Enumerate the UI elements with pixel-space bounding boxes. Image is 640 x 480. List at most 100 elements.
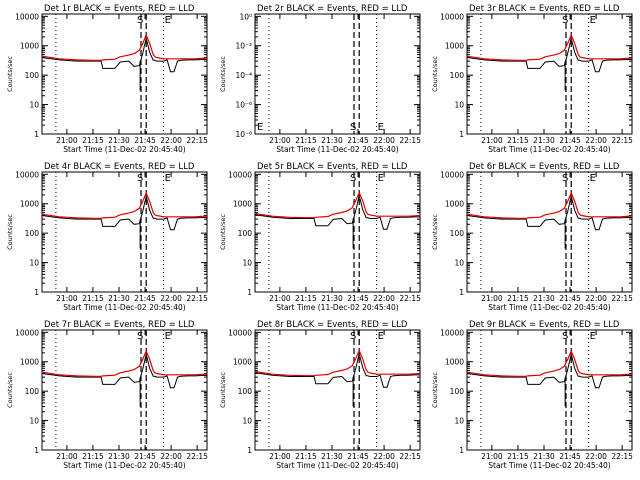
x-tick-label: 22:15 <box>186 136 208 145</box>
flag-start: S <box>562 331 568 342</box>
x-tick-label: 21:45 <box>347 136 369 145</box>
series-lld-line <box>466 349 633 377</box>
x-tick-label: 21:15 <box>507 136 529 145</box>
x-axis-label: Start Time (11-Dec-02 20:45:40) <box>63 461 185 470</box>
y-tick-label: 1000 <box>233 200 252 209</box>
x-tick-label: 22:00 <box>373 136 395 145</box>
plot-frame <box>466 329 633 451</box>
y-tick-label: 10⁻⁴ <box>235 71 252 80</box>
x-axis-label: Start Time (11-Dec-02 20:45:40) <box>276 303 398 312</box>
y-tick-label: 10⁰ <box>239 12 252 21</box>
x-tick-label: 22:00 <box>160 452 182 461</box>
x-tick-label: 21:30 <box>533 136 555 145</box>
x-tick-label: 21:30 <box>533 452 555 461</box>
x-tick-label: 21:00 <box>56 452 78 461</box>
x-tick-label: 21:00 <box>56 294 78 303</box>
x-tick-label: 22:15 <box>186 294 208 303</box>
y-axis-label: Counts/sec <box>219 214 227 250</box>
x-tick-label: 22:15 <box>399 452 421 461</box>
panel-title: Det 7r BLACK = Events, RED = LLD <box>44 320 195 330</box>
x-tick-label: 21:30 <box>108 136 130 145</box>
x-tick-label: 21:30 <box>321 136 343 145</box>
x-tick-label: 21:30 <box>321 294 343 303</box>
plot-frame <box>466 13 633 135</box>
panel-title: Det 1r BLACK = Events, RED = LLD <box>44 4 195 14</box>
series-events-line <box>254 353 420 388</box>
x-tick-label: 22:00 <box>585 452 607 461</box>
y-tick-label: 1 <box>34 446 39 455</box>
flag-end: E <box>590 173 596 184</box>
panel-title: Det 4r BLACK = Events, RED = LLD <box>44 162 195 172</box>
flag-start: S <box>350 173 356 184</box>
x-axis-label: Start Time (11-Dec-02 20:45:40) <box>488 145 610 154</box>
x-tick-label: 22:15 <box>399 136 421 145</box>
y-axis-label: Counts/sec <box>431 214 439 250</box>
panel-det-5: Det 5r BLACK = Events, RED = LLD 21:00 21:… <box>219 162 421 312</box>
x-tick-label: 21:30 <box>108 294 130 303</box>
y-tick-label: 1000 <box>233 358 252 367</box>
y-tick-label: 10⁻⁸ <box>235 130 252 139</box>
panel-det-4: Det 4r BLACK = Events, RED = LLD 21:00 21:… <box>6 162 208 312</box>
x-tick-label: 21:45 <box>134 452 156 461</box>
x-tick-label: 21:15 <box>82 136 104 145</box>
y-axis-label: Counts/sec <box>6 372 14 408</box>
y-tick-label: 100 <box>238 387 253 396</box>
plot-frame <box>41 13 208 135</box>
series-events-line <box>41 354 207 389</box>
y-tick-label: 100 <box>25 71 40 80</box>
y-tick-label: 10 <box>242 417 252 426</box>
flag-end: E <box>590 331 596 342</box>
y-tick-label: 10⁻² <box>235 42 252 51</box>
series-lld-line <box>466 33 633 61</box>
y-tick-label: 10000 <box>228 328 252 337</box>
panel-det-3: Det 3r BLACK = Events, RED = LLD 21:00 21:… <box>431 4 633 154</box>
x-axis-label: Start Time (11-Dec-02 20:45:40) <box>488 461 610 470</box>
y-tick-label: 1000 <box>20 200 39 209</box>
y-tick-label: 100 <box>450 387 465 396</box>
x-tick-label: 21:00 <box>269 136 291 145</box>
x-axis-label: Start Time (11-Dec-02 20:45:40) <box>63 145 185 154</box>
series-events-line <box>41 38 207 73</box>
x-tick-label: 22:15 <box>611 136 633 145</box>
series-lld-line <box>41 191 208 219</box>
x-tick-label: 21:15 <box>295 452 317 461</box>
y-tick-label: 10 <box>29 417 39 426</box>
y-tick-label: 1 <box>34 288 39 297</box>
series-events-line <box>466 354 632 389</box>
y-tick-label: 100 <box>238 229 253 238</box>
x-tick-label: 22:00 <box>585 136 607 145</box>
plot-frame <box>41 329 208 451</box>
y-tick-label: 1000 <box>445 200 464 209</box>
panel-det-1: Det 1r BLACK = Events, RED = LLD 21:00 21:… <box>6 4 208 154</box>
panel-title: Det 2r BLACK = Events, RED = LLD <box>257 4 408 14</box>
x-tick-label: 21:00 <box>481 136 503 145</box>
flag-end: E <box>165 331 171 342</box>
x-tick-label: 21:30 <box>108 452 130 461</box>
series-events-line <box>41 196 207 231</box>
flag-start: S <box>350 331 356 342</box>
y-axis-label: Counts/sec <box>431 372 439 408</box>
panel-title: Det 6r BLACK = Events, RED = LLD <box>469 162 620 172</box>
x-tick-label: 21:15 <box>507 452 529 461</box>
y-tick-label: 10000 <box>440 170 464 179</box>
x-tick-label: 21:00 <box>269 452 291 461</box>
series-lld-line <box>466 191 633 219</box>
y-tick-label: 10000 <box>440 328 464 337</box>
x-tick-label: 22:00 <box>160 294 182 303</box>
x-tick-label: 21:15 <box>82 294 104 303</box>
flag-end: E <box>378 122 384 133</box>
plot-frame <box>254 171 421 293</box>
flag-start: S <box>137 173 143 184</box>
panel-title: Det 5r BLACK = Events, RED = LLD <box>257 162 408 172</box>
x-tick-label: 21:45 <box>559 452 581 461</box>
y-tick-label: 10 <box>454 101 464 110</box>
x-tick-label: 21:30 <box>321 452 343 461</box>
flag-end: E <box>165 173 171 184</box>
plot-frame <box>254 329 421 451</box>
y-tick-label: 10000 <box>15 170 39 179</box>
x-tick-label: 21:15 <box>82 452 104 461</box>
y-tick-label: 1000 <box>445 42 464 51</box>
panel-det-9: Det 9r BLACK = Events, RED = LLD 21:00 21:… <box>431 320 633 470</box>
flag-start: S <box>137 331 143 342</box>
